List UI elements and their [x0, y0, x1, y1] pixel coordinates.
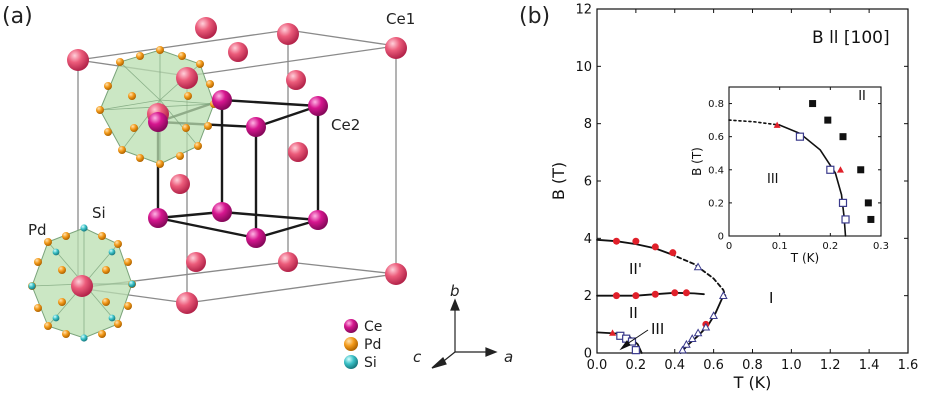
main-data-point-filled-circle [632, 292, 640, 300]
main-y-axis-label: B (T) [549, 162, 568, 200]
inset-y-axis-label: B (T) [690, 147, 704, 176]
inset-data-point-filled-square [867, 215, 875, 223]
main-y-tick-label: 2 [584, 289, 592, 304]
inset-data-point-filled-triangle [773, 121, 781, 128]
crystal-axes [431, 298, 498, 369]
legend-pd-marker [344, 337, 358, 351]
phase-label-III: III [651, 320, 664, 338]
main-x-tick-label: 0.4 [664, 358, 685, 373]
inset-y-tick-label: 0.2 [708, 198, 724, 209]
main-x-tick-label: 1.2 [820, 358, 841, 373]
phase-label-I: I [769, 289, 773, 307]
inset-y-tick-label: 0.8 [708, 99, 724, 110]
main-data-point-filled-triangle [609, 329, 617, 336]
inset-x-tick-label: 0.2 [822, 241, 838, 252]
legend-si-marker [344, 355, 358, 369]
main-x-tick-label: 0.6 [703, 358, 724, 373]
main-data-point-open-triangle [709, 311, 718, 320]
panel-b-label: (b) [519, 4, 551, 29]
inset-phase-boundary-0 [728, 119, 781, 126]
inset-x-tick-label: 0.3 [873, 241, 889, 252]
inset-x-axis-label: T (K) [790, 251, 819, 265]
inset-data-point-open-square [841, 215, 850, 224]
inset-x-tick-label: 0.1 [772, 241, 788, 252]
inset-phase-label-III: III [767, 172, 779, 187]
main-data-point-filled-circle [669, 249, 677, 257]
main-data-point-open-triangle [693, 262, 703, 271]
main-data-point-open-triangle [682, 339, 691, 348]
main-data-point-open-square [631, 346, 640, 355]
legend-ce-label: Ce [364, 319, 382, 335]
inset-data-point-filled-square [824, 116, 832, 124]
pd-label: Pd [28, 221, 47, 239]
main-data-point-filled-circle [671, 289, 679, 297]
legend-ce-marker [344, 319, 358, 333]
inset-data-point-filled-square [809, 100, 817, 108]
crystal-structure: Ce1 Ce2 Pd Si Ce Pd Si b c a [28, 10, 513, 371]
main-data-point-filled-circle [612, 292, 620, 300]
main-data-point-filled-circle [651, 243, 659, 251]
main-data-point-filled-circle [651, 290, 659, 298]
inset-data-point-filled-square [864, 199, 872, 207]
field-direction-annotation: B ll [100] [812, 28, 890, 48]
inset-data-point-filled-triangle [836, 166, 844, 173]
inset-phase-label-II: II [858, 89, 866, 104]
main-x-axis-label: T (K) [733, 373, 772, 392]
main-x-tick-label: 0.2 [626, 358, 647, 373]
main-x-tick-label: 1.4 [859, 358, 880, 373]
main-data-point-open-triangle [678, 345, 687, 354]
legend-si-label: Si [364, 355, 377, 371]
main-x-tick-label: 0.0 [587, 358, 608, 373]
legend-pd-label: Pd [364, 337, 381, 353]
phase-III-pointer [619, 329, 649, 351]
main-phase-boundary-1 [670, 253, 727, 297]
axis-b-label: b [450, 282, 460, 300]
main-y-tick-label: 6 [584, 175, 592, 190]
main-y-tick-label: 12 [575, 3, 592, 18]
panel-a-label: (a) [2, 4, 33, 29]
inset-data-point-filled-square [857, 166, 865, 174]
main-data-point-filled-circle [632, 237, 640, 245]
main-y-tick-label: 0 [584, 347, 592, 362]
main-data-point-filled-circle [682, 289, 690, 297]
inset-y-tick-label: 0.6 [708, 132, 724, 143]
axis-a-label: a [504, 348, 513, 366]
main-y-tick-label: 10 [575, 60, 592, 75]
ce2-label: Ce2 [331, 116, 360, 134]
ce1-atoms [67, 17, 407, 314]
pd-si-cage-upper [96, 46, 218, 168]
axis-c-label: c [413, 348, 422, 366]
inset-data-point-open-square [838, 198, 848, 207]
inset-data-point-open-square [826, 165, 835, 174]
main-data-point-open-triangle [718, 291, 728, 299]
main-data-point-open-triangle [701, 322, 711, 331]
inset-y-tick-label: 0.4 [708, 165, 724, 176]
ce1-label: Ce1 [386, 10, 415, 28]
inset-x-tick-label: 0 [726, 241, 732, 252]
si-label: Si [92, 204, 106, 222]
inset-plot-frame [728, 86, 882, 237]
main-y-tick-label: 8 [584, 117, 592, 132]
main-data-point-open-square [627, 337, 637, 346]
main-data-point-open-triangle [687, 334, 697, 342]
ce2-atoms [148, 90, 328, 248]
inset-data-point-filled-square [839, 133, 847, 141]
main-x-tick-label: 1.6 [898, 358, 919, 373]
phase-diagram-chart: 0.0 0.2 0.4 0.6 0.8 1.0 1.2 1.4 1.6 0 2 4 6 8 10 12 T (K… [549, 3, 918, 392]
inset-data-point-open-square [795, 132, 805, 141]
inset-y-tick-label: 0 [718, 232, 724, 243]
main-y-tick-label: 4 [584, 232, 592, 247]
main-data-point-filled-circle [612, 237, 620, 245]
main-data-point-open-triangle [693, 328, 703, 337]
main-x-tick-label: 1.0 [781, 358, 802, 373]
phase-label-II: II [629, 304, 638, 322]
main-x-tick-label: 0.8 [742, 358, 763, 373]
pd-si-cage-lower [28, 224, 136, 342]
atom-legend: Ce Pd Si [344, 319, 382, 371]
phase-label-IIprime: II' [629, 260, 642, 278]
